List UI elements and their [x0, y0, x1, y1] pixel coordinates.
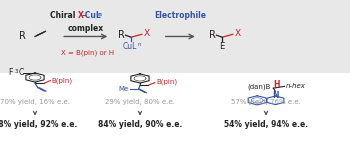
Text: X = B(pin) or H: X = B(pin) or H — [61, 49, 114, 56]
Text: N: N — [272, 91, 279, 100]
Text: 54% yield, 94% e.e.: 54% yield, 94% e.e. — [224, 120, 308, 129]
Text: Electrophile: Electrophile — [154, 11, 206, 21]
Text: 29% yield, 80% e.e.: 29% yield, 80% e.e. — [105, 99, 175, 105]
Text: R: R — [118, 30, 125, 40]
Text: complex: complex — [68, 24, 104, 33]
Text: n: n — [138, 42, 141, 47]
Text: –CuL: –CuL — [82, 11, 102, 21]
Text: n: n — [97, 12, 101, 17]
Text: B(pin): B(pin) — [156, 79, 177, 85]
Text: C: C — [18, 68, 23, 77]
Text: 70% yield, 16% e.e.: 70% yield, 16% e.e. — [0, 99, 70, 105]
Text: E: E — [220, 42, 225, 51]
Text: (dan)B: (dan)B — [248, 84, 271, 90]
Text: Chiral: Chiral — [50, 11, 78, 21]
Text: n-hex: n-hex — [286, 83, 306, 89]
Text: F: F — [8, 68, 13, 77]
Text: X: X — [78, 11, 84, 21]
Text: 68% yield, 92% e.e.: 68% yield, 92% e.e. — [0, 120, 77, 129]
Text: 84% yield, 90% e.e.: 84% yield, 90% e.e. — [98, 120, 182, 129]
Text: X: X — [144, 29, 149, 38]
Text: R: R — [209, 30, 216, 40]
Text: X: X — [234, 29, 240, 38]
Text: H: H — [273, 80, 279, 89]
Text: Me: Me — [119, 86, 129, 92]
FancyBboxPatch shape — [0, 73, 350, 152]
Text: 57% yield, 76% e.e.: 57% yield, 76% e.e. — [231, 99, 301, 105]
Text: 3: 3 — [15, 69, 18, 74]
Text: CuL: CuL — [123, 42, 138, 51]
Text: B(pin): B(pin) — [52, 77, 73, 83]
FancyBboxPatch shape — [0, 0, 350, 73]
Text: R: R — [19, 31, 26, 41]
